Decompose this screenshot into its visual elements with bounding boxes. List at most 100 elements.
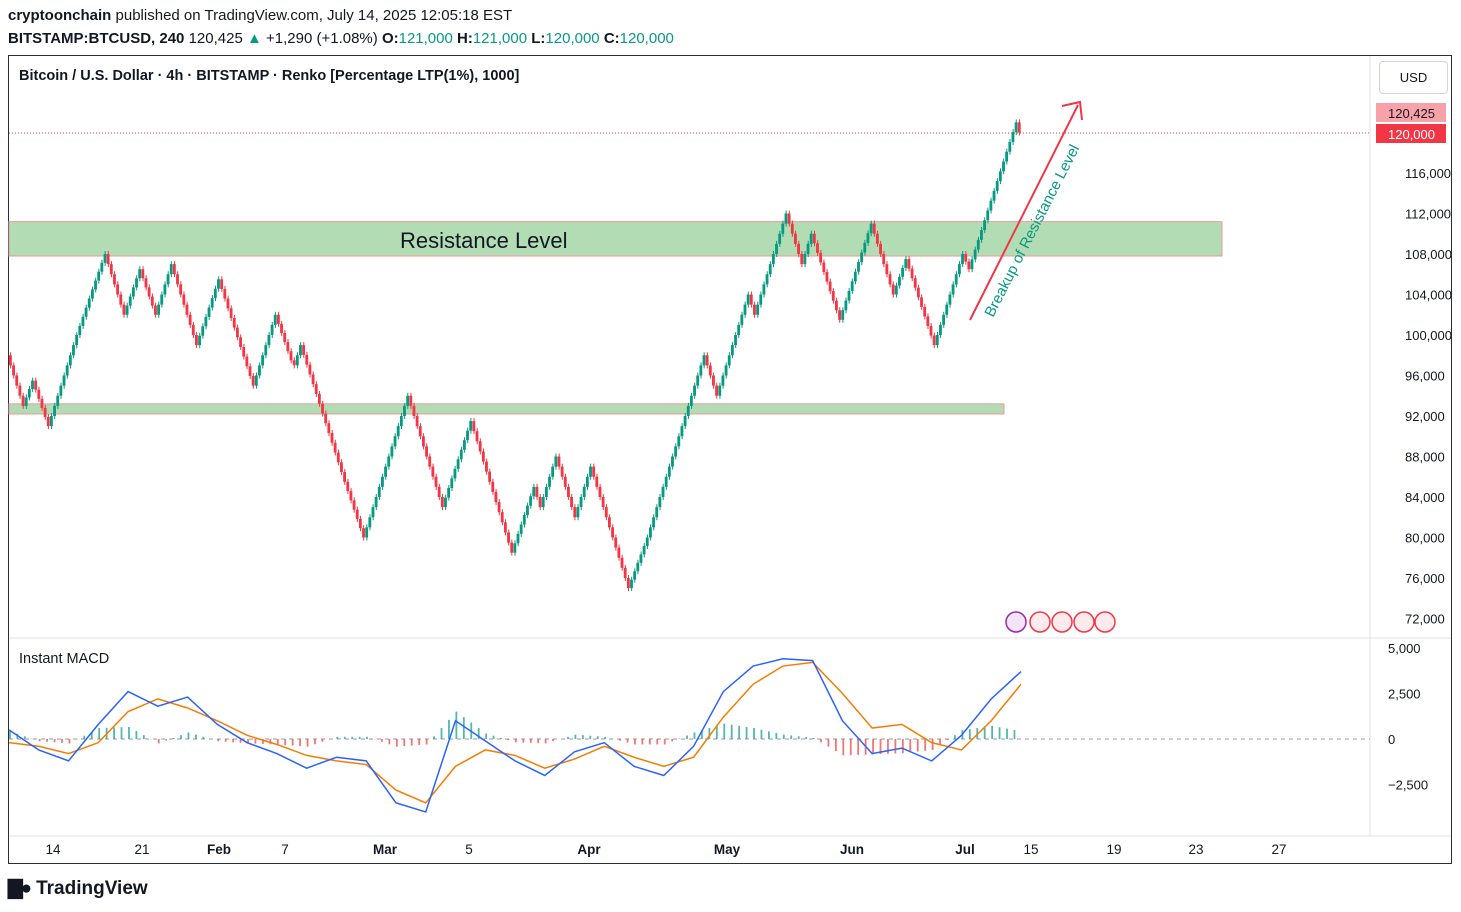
price-tick-label: 88,000 (1405, 450, 1445, 465)
renko-brick (81, 316, 85, 326)
renko-brick (1002, 161, 1005, 172)
renko-brick (582, 486, 586, 497)
author-name[interactable]: cryptoonchain (8, 7, 112, 24)
macd-histogram-bar (753, 728, 755, 739)
renko-brick (611, 527, 614, 538)
macd-histogram-bar (351, 736, 354, 739)
macd-histogram-bar (916, 739, 919, 752)
renko-brick (62, 375, 66, 386)
renko-brick (585, 476, 589, 487)
macd-tick-label: 2,500 (1388, 686, 1421, 701)
renko-brick (248, 366, 252, 376)
renko-brick (500, 512, 504, 523)
renko-brick (699, 365, 703, 376)
renko-brick (128, 296, 132, 306)
renko-brick (790, 223, 794, 234)
chart-frame (8, 55, 1452, 864)
published-text: published on TradingView.com, July 14, 2… (115, 7, 513, 24)
renko-brick (980, 230, 983, 240)
renko-brick (478, 441, 482, 452)
renko-brick (642, 545, 646, 555)
renko-brick (831, 291, 835, 301)
last-price-tag (1376, 103, 1446, 122)
renko-brick (598, 486, 602, 497)
macd-histogram-bar (872, 739, 874, 755)
renko-brick (491, 481, 495, 492)
time-tick-label: 19 (1106, 842, 1121, 857)
macd-histogram-bar (75, 739, 78, 740)
renko-brick (314, 384, 318, 394)
renko-brick (995, 181, 999, 191)
renko-brick (544, 486, 548, 497)
price-tick-label: 72,000 (1405, 612, 1445, 627)
renko-brick (273, 314, 277, 325)
macd-histogram-bar (715, 725, 718, 739)
price-tick-label: 92,000 (1405, 409, 1445, 424)
macd-histogram-bar (619, 739, 621, 741)
renko-brick (1014, 122, 1018, 133)
renko-brick (617, 547, 621, 558)
renko-brick (362, 528, 365, 538)
macd-histogram-bar (879, 739, 882, 755)
renko-brick (87, 298, 91, 308)
macd-histogram-bar (388, 739, 391, 745)
renko-brick (176, 274, 179, 285)
renko-brick (680, 426, 684, 437)
macd-histogram-bar (626, 739, 629, 743)
time-tick-label: Mar (373, 842, 398, 857)
renko-brick (614, 537, 618, 548)
macd-tick-label: 5,000 (1388, 641, 1421, 656)
renko-brick (15, 375, 19, 386)
macd-histogram-bar (686, 735, 688, 739)
renko-brick (765, 274, 769, 285)
renko-brick (630, 579, 633, 589)
renko-brick (415, 416, 419, 427)
close-value: 120,000 (619, 30, 674, 47)
macd-histogram-bar (187, 732, 190, 739)
renko-brick (65, 365, 69, 376)
macd-histogram-bar (455, 711, 458, 739)
renko-brick (428, 456, 432, 467)
high-label: H: (457, 30, 473, 47)
renko-brick (759, 294, 763, 305)
renko-brick (645, 537, 649, 546)
currency-button[interactable]: USD (1379, 61, 1448, 94)
renko-brick (973, 249, 977, 260)
macd-histogram-bar (924, 739, 927, 751)
renko-brick (119, 294, 123, 305)
renko-brick (526, 505, 529, 516)
renko-brick (762, 284, 766, 295)
renko-brick (781, 223, 785, 234)
renko-brick (346, 481, 350, 492)
renko-brick (374, 497, 378, 508)
macd-histogram-bar (61, 739, 63, 743)
renko-brick (384, 466, 388, 477)
renko-brick (223, 288, 227, 299)
us-flag-icon (1094, 611, 1116, 633)
time-tick-label: 21 (134, 842, 149, 857)
renko-brick (450, 478, 454, 488)
renko-brick (406, 395, 410, 406)
macd-histogram-bar (596, 736, 599, 739)
macd-histogram-bar (224, 739, 227, 742)
renko-brick (819, 252, 823, 263)
renko-brick (462, 440, 466, 450)
time-tick-label: Jun (840, 842, 864, 857)
macd-histogram-bar (448, 719, 450, 739)
renko-brick (920, 297, 923, 307)
renko-brick (652, 517, 655, 528)
time-tick-label: Apr (577, 842, 601, 857)
renko-brick (43, 407, 47, 418)
renko-brick (554, 456, 558, 467)
renko-brick (150, 296, 154, 306)
renko-brick (324, 413, 328, 424)
macd-histogram-bar (366, 736, 368, 739)
renko-brick (768, 264, 772, 275)
macd-histogram-bar (195, 734, 197, 739)
renko-brick (9, 355, 12, 366)
macd-histogram-bar (90, 731, 93, 739)
macd-histogram-bar (254, 739, 257, 744)
macd-histogram-bar (180, 735, 182, 739)
renko-brick (913, 278, 917, 288)
